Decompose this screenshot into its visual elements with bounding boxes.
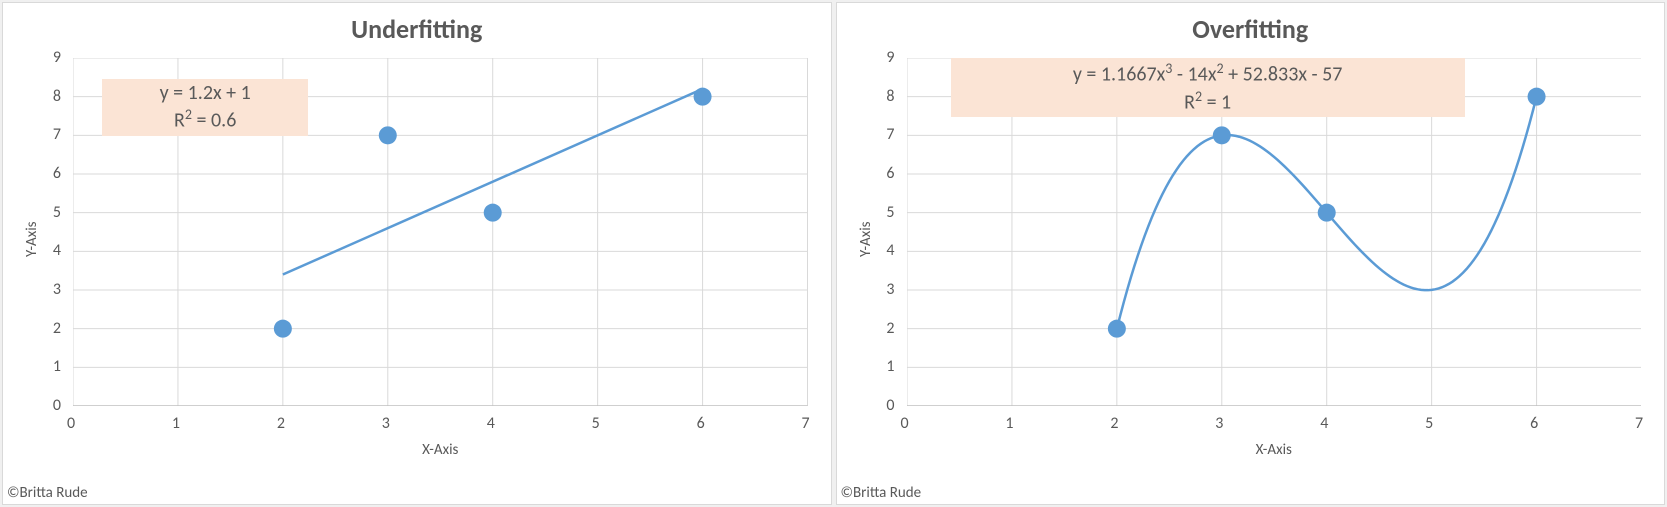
y-tick-label: 5	[53, 203, 61, 222]
data-point	[1317, 204, 1335, 222]
y-tick-label: 9	[886, 48, 894, 67]
data-point	[1107, 320, 1125, 338]
y-axis-label: Y-Axis	[857, 221, 875, 257]
y-tick-label: 3	[886, 280, 894, 299]
x-tick-label: 5	[592, 414, 600, 433]
chart-title: Underfitting	[3, 13, 831, 45]
y-tick-label: 0	[53, 396, 61, 415]
equation-box: y = 1.2x + 1R2 = 0.6	[102, 79, 308, 136]
x-tick-label: 3	[1215, 414, 1223, 433]
y-tick-label: 5	[886, 203, 894, 222]
underfitting-panel: Underfitting y = 1.2x + 1R2 = 0.6 Y-Axis…	[2, 2, 832, 505]
x-tick-label: 6	[697, 414, 705, 433]
y-axis-label: Y-Axis	[23, 221, 41, 257]
x-tick-label: 7	[1635, 414, 1643, 433]
data-point	[484, 204, 502, 222]
x-tick-label: 0	[901, 414, 909, 433]
y-tick-label: 6	[886, 164, 894, 183]
x-tick-label: 4	[1320, 414, 1328, 433]
x-axis-label: X-Axis	[907, 441, 1642, 459]
x-tick-label: 0	[67, 414, 75, 433]
y-tick-label: 1	[886, 357, 894, 376]
y-tick-label: 4	[886, 241, 894, 260]
equation-line: R2 = 1	[957, 88, 1459, 116]
y-tick-label: 1	[53, 357, 61, 376]
data-point	[274, 320, 292, 338]
y-tick-label: 6	[53, 164, 61, 183]
x-tick-label: 1	[1005, 414, 1013, 433]
equation-line: R2 = 0.6	[108, 106, 302, 134]
y-tick-label: 0	[886, 396, 894, 415]
x-tick-label: 5	[1425, 414, 1433, 433]
x-tick-label: 4	[487, 414, 495, 433]
data-point	[1212, 126, 1230, 144]
x-tick-label: 3	[382, 414, 390, 433]
y-tick-label: 8	[886, 87, 894, 106]
y-tick-label: 7	[53, 125, 61, 144]
y-tick-label: 7	[886, 125, 894, 144]
equation-line: y = 1.1667x3 - 14x2 + 52.833x - 57	[957, 60, 1459, 88]
x-tick-label: 2	[1110, 414, 1118, 433]
x-tick-label: 1	[172, 414, 180, 433]
y-tick-label: 2	[53, 319, 61, 338]
x-tick-label: 7	[802, 414, 810, 433]
data-point	[1527, 88, 1545, 106]
overfitting-panel: Overfitting y = 1.1667x3 - 14x2 + 52.833…	[836, 2, 1666, 505]
copyright-text: ©Britta Rude	[841, 484, 922, 502]
y-tick-label: 4	[53, 241, 61, 260]
y-tick-label: 9	[53, 48, 61, 67]
copyright-text: ©Britta Rude	[7, 484, 88, 502]
equation-box: y = 1.1667x3 - 14x2 + 52.833x - 57R2 = 1	[951, 58, 1465, 117]
data-point	[379, 126, 397, 144]
data-point	[694, 88, 712, 106]
x-axis-label: X-Axis	[73, 441, 808, 459]
x-tick-label: 6	[1530, 414, 1538, 433]
equation-line: y = 1.2x + 1	[108, 81, 302, 106]
y-tick-label: 2	[886, 319, 894, 338]
y-tick-label: 8	[53, 87, 61, 106]
x-tick-label: 2	[277, 414, 285, 433]
chart-title: Overfitting	[837, 13, 1665, 45]
y-tick-label: 3	[53, 280, 61, 299]
